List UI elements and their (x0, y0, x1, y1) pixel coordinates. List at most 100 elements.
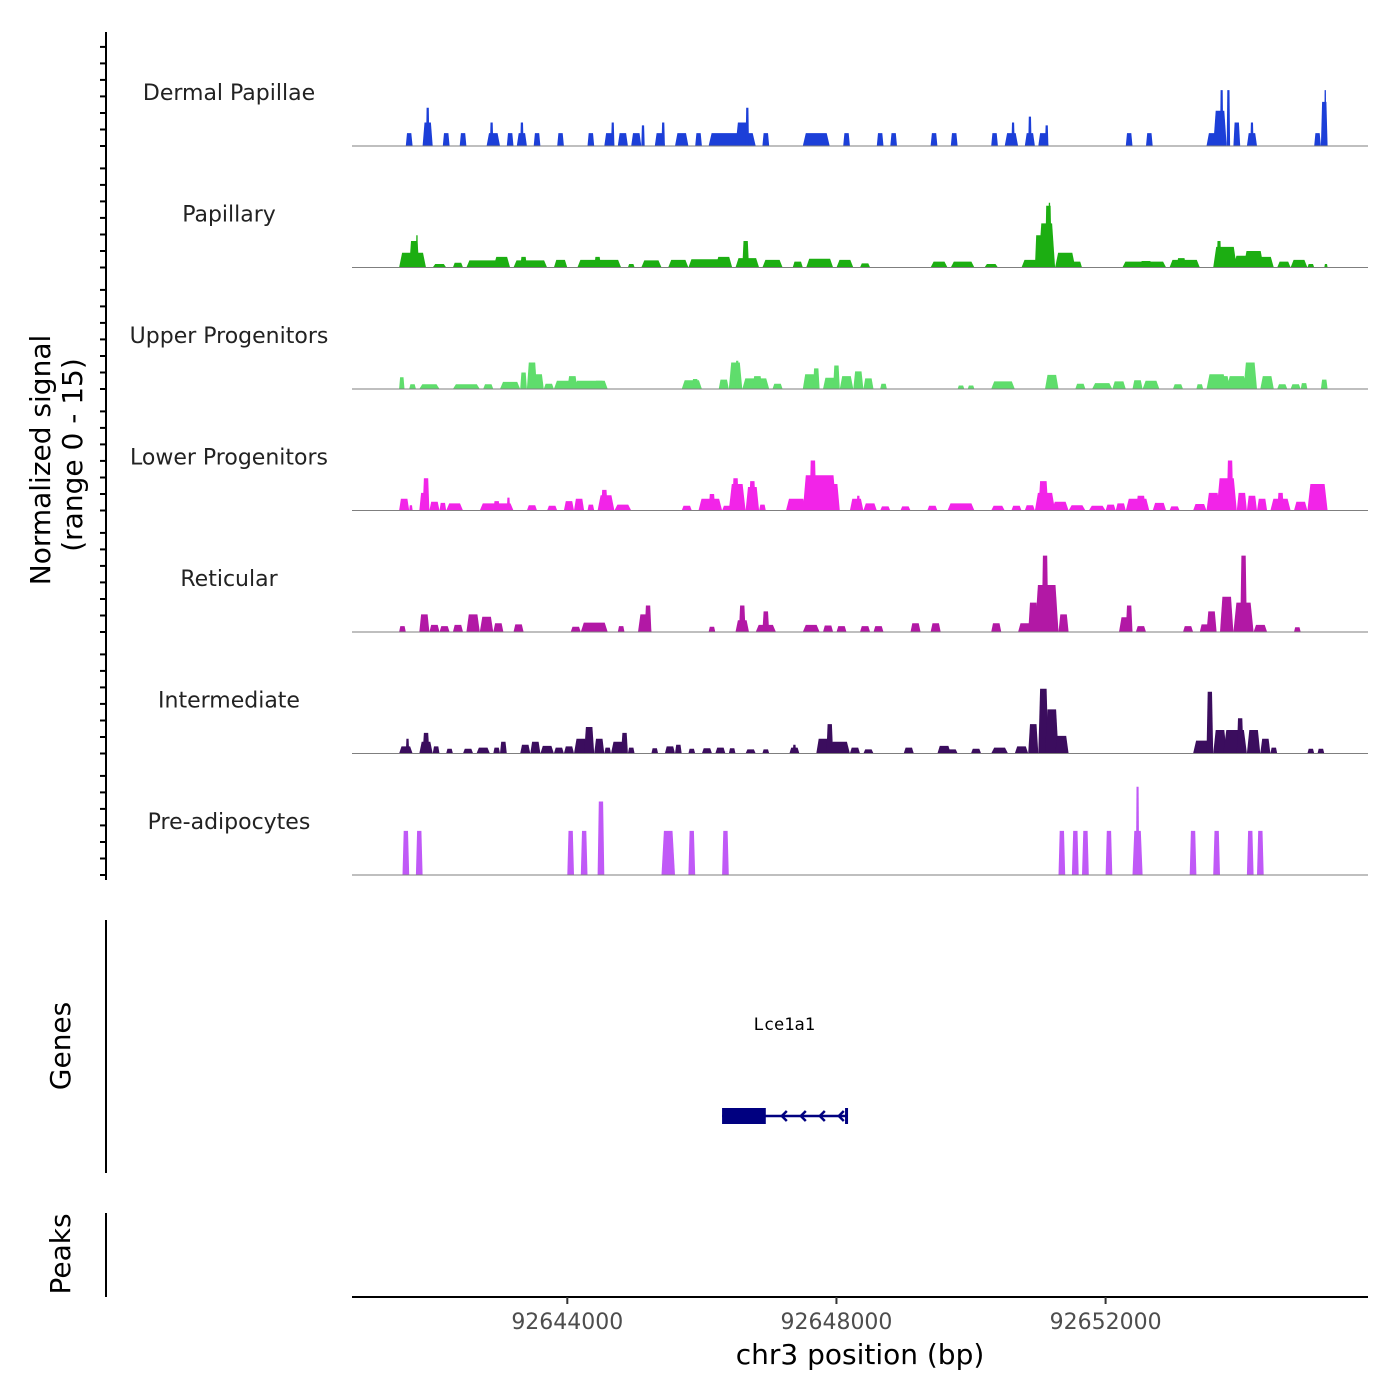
signal-peak (1088, 505, 1106, 511)
signal-peak (1142, 380, 1160, 389)
signal-peak (644, 605, 652, 632)
signal-peak (681, 380, 702, 389)
signal-peak (476, 747, 490, 754)
gene-track: Lce1a1 (722, 1015, 849, 1124)
signal-peak (463, 748, 474, 754)
signal-peak (1183, 626, 1194, 632)
signal-peak (627, 264, 635, 268)
signal-peak (627, 747, 635, 754)
signal-peak (415, 830, 423, 875)
signal-peak (1260, 738, 1271, 754)
signal-peak (580, 830, 588, 875)
signal-peak (1082, 830, 1089, 875)
signal-peak (493, 501, 500, 511)
signal-peak (479, 616, 494, 632)
track-dermal-papillae: Dermal Papillae (143, 81, 1368, 147)
signal-peak (910, 623, 921, 632)
signal-y-ticks (100, 45, 106, 876)
signal-peak (641, 260, 662, 268)
signal-peak (513, 260, 548, 268)
x-axis-ticks: 92644000 92648000 92652000 (511, 1297, 1162, 1335)
signal-peak (1045, 374, 1059, 389)
signal-peak (984, 264, 998, 268)
signal-peak (950, 133, 958, 146)
signal-peak (1324, 264, 1328, 268)
signal-peak (500, 741, 507, 754)
signal-peak (853, 371, 864, 389)
signal-peak (631, 133, 642, 146)
signal-peak (486, 133, 500, 146)
signal-peak (715, 747, 726, 754)
signal-peak (547, 505, 558, 511)
signal-peak (520, 372, 527, 389)
signal-peak (439, 502, 447, 511)
signal-peak (1169, 506, 1180, 511)
signal-peak (762, 611, 770, 632)
signal-peak (991, 747, 1008, 754)
signal-peak (1250, 122, 1254, 146)
signal-peak (947, 749, 958, 754)
signal-peak (1277, 384, 1288, 389)
signal-peak (991, 381, 1015, 389)
signal-peak (432, 746, 440, 754)
signal-peak (1290, 384, 1301, 389)
signal-peak (415, 235, 418, 268)
track-label: Upper Progenitors (130, 324, 329, 349)
signal-peak (735, 360, 739, 389)
signal-peak (1058, 614, 1069, 632)
signal-peak (1213, 110, 1227, 146)
signal-peak (823, 625, 834, 632)
signal-peak (1055, 735, 1069, 754)
signal-peak (617, 133, 628, 146)
signal-peak (452, 624, 463, 632)
signal-peak (991, 133, 998, 146)
signal-peak (688, 830, 696, 875)
signal-peak (1240, 555, 1247, 632)
strand-arrow (799, 1110, 807, 1122)
signal-peak (520, 256, 527, 268)
signal-peak (1213, 730, 1227, 754)
signal-peak (1058, 830, 1066, 875)
signal-peak (816, 738, 830, 754)
signal-peak (557, 133, 564, 146)
signal-peak (1024, 505, 1035, 511)
signal-peak (1112, 381, 1126, 389)
signal-peak (567, 376, 578, 389)
signal-peak (1146, 133, 1153, 146)
signal-peak (1290, 259, 1308, 268)
signal-peak (1193, 740, 1210, 754)
signal-peak (520, 122, 524, 146)
signal-peak (399, 746, 413, 754)
signal-peak (708, 626, 716, 632)
signal-peak (553, 259, 568, 268)
signal-peak (802, 133, 830, 146)
track-upper-progenitors: Upper Progenitors (130, 324, 1368, 390)
signal-peak (574, 498, 585, 511)
signal-peak (849, 498, 864, 511)
signal-peak (1246, 495, 1257, 511)
x-tick-label: 92644000 (511, 1310, 623, 1335)
signal-peak (540, 745, 554, 754)
signal-peak (439, 626, 450, 632)
signal-peak (1257, 830, 1264, 875)
signal-peak (1038, 688, 1049, 754)
signal-peak (1253, 624, 1268, 632)
signal-peak (422, 732, 430, 754)
signal-peak (1011, 122, 1015, 146)
signal-peak (500, 381, 521, 389)
signal-peak (1233, 122, 1241, 146)
signal-peak (802, 374, 817, 389)
signal-peak (426, 107, 430, 146)
track-pre-adipocytes: Pre-adipocytes (148, 786, 1368, 876)
signal-peak (1324, 90, 1327, 146)
signal-peak (1206, 691, 1214, 754)
signal-peak (1314, 133, 1321, 146)
signal-peak (1028, 724, 1039, 754)
signal-peak (506, 133, 514, 146)
signal-peak (405, 133, 413, 146)
signal-peak (752, 376, 763, 389)
signal-peak (1018, 623, 1032, 632)
signal-peak (947, 503, 975, 511)
signal-peak (715, 256, 733, 268)
signal-peak (749, 481, 756, 511)
